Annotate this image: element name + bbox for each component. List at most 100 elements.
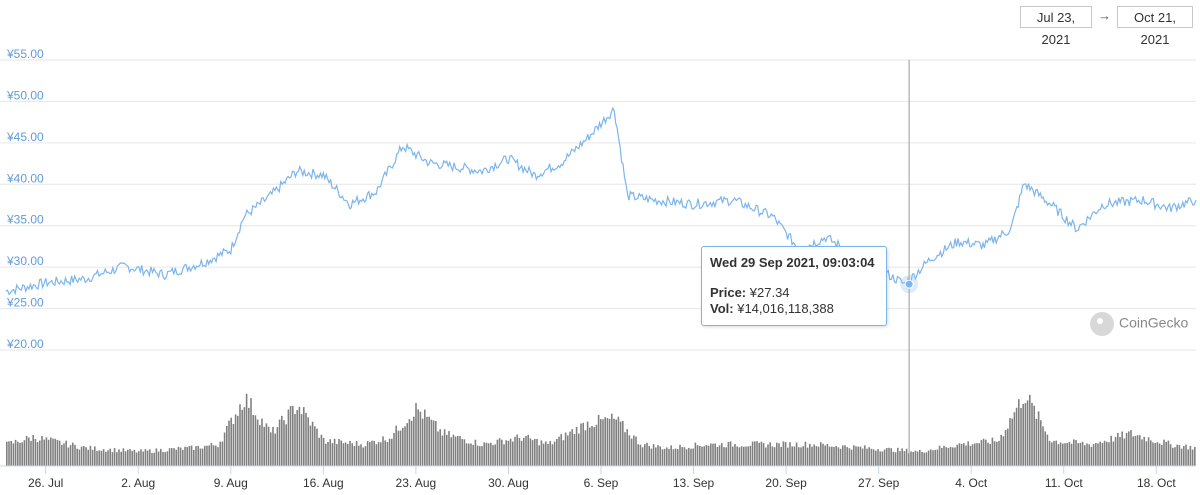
volume-bar [996, 441, 998, 466]
y-tick-label: ¥40.00 [6, 171, 44, 185]
volume-bar [1121, 431, 1123, 466]
volume-bar [881, 451, 884, 466]
volume-bar [914, 450, 917, 466]
volume-bar [50, 437, 52, 466]
volume-bar [287, 409, 290, 466]
volume-bar [1007, 428, 1009, 466]
volume-bar [14, 439, 17, 466]
x-tick-label: 30. Aug [488, 476, 529, 490]
volume-bar [342, 443, 345, 466]
volume-bar [591, 426, 593, 466]
volume-bar [349, 440, 351, 466]
volume-bar [536, 439, 538, 466]
volume-bar [1095, 443, 1097, 466]
volume-bar [659, 446, 661, 466]
volume-bar [430, 419, 433, 466]
volume-bar [754, 441, 756, 466]
volume-bar [1084, 445, 1086, 466]
volume-bar [542, 443, 545, 466]
volume-bar [663, 448, 666, 466]
volume-bar [560, 434, 562, 466]
volume-bar [1187, 449, 1189, 466]
volume-bar [421, 418, 424, 466]
volume-bar [439, 429, 441, 466]
volume-bar [1132, 436, 1134, 466]
volume-bar [595, 424, 598, 466]
volume-bar [738, 447, 741, 466]
volume-bar [23, 440, 26, 466]
volume-bar [344, 442, 347, 466]
volume-bar [569, 431, 571, 466]
hover-point [904, 279, 914, 289]
volume-bar [204, 445, 206, 466]
volume-bar [25, 435, 28, 466]
volume-bar [1051, 442, 1053, 466]
volume-bar [1053, 440, 1055, 466]
volume-bar [377, 442, 380, 466]
volume-bar [1145, 441, 1148, 466]
volume-bar [503, 444, 505, 466]
volume-bar [747, 446, 749, 466]
volume-bar [679, 444, 681, 466]
volume-bar [459, 436, 461, 466]
tooltip-vol-label: Vol: [710, 301, 734, 316]
volume-bar [355, 441, 358, 466]
volume-bar [850, 449, 853, 466]
volume-bar [710, 443, 712, 466]
volume-bar [402, 427, 404, 466]
date-range-end[interactable]: Oct 21, 2021 [1117, 6, 1193, 47]
volume-bar [234, 414, 237, 466]
volume-bar [223, 432, 226, 466]
volume-bar [140, 449, 142, 466]
volume-bar [1112, 441, 1115, 466]
volume-bar [74, 444, 76, 466]
volume-bar [956, 444, 958, 466]
volume-bar [47, 439, 50, 466]
volume-bar [934, 449, 936, 466]
volume-bar [1191, 449, 1194, 466]
volume-bar [265, 423, 268, 466]
volume-bar [945, 447, 947, 466]
volume-bar [505, 440, 507, 466]
volume-bar [516, 434, 518, 466]
date-range-start[interactable]: Jul 23, 2021 [1020, 6, 1092, 47]
volume-bar [690, 448, 692, 466]
volume-bar [1015, 407, 1018, 466]
y-tick-label: ¥35.00 [6, 213, 44, 227]
volume-bar [36, 442, 39, 466]
volume-bar [483, 442, 485, 466]
volume-bar [175, 449, 177, 466]
volume-bar [868, 447, 870, 466]
y-tick-label: ¥45.00 [6, 130, 44, 144]
volume-bar [32, 435, 34, 466]
volume-bar [699, 445, 701, 466]
volume-bar [758, 442, 760, 466]
volume-bar [619, 421, 622, 466]
volume-bar [208, 445, 210, 466]
volume-bar [182, 449, 184, 466]
volume-bar [448, 431, 450, 466]
volume-bar [28, 437, 30, 466]
volume-bar [897, 447, 899, 466]
volume-bar [602, 419, 604, 466]
volume-bar [525, 435, 527, 466]
volume-bar [135, 452, 138, 466]
volume-bar [811, 446, 813, 466]
volume-bar [252, 415, 254, 466]
volume-bar [1119, 437, 1121, 466]
volume-bar [1128, 431, 1130, 466]
volume-bar [1185, 444, 1187, 466]
volume-bar [219, 441, 221, 466]
volume-bar [21, 442, 23, 466]
volume-bar [228, 420, 230, 466]
volume-bar [1035, 418, 1038, 466]
volume-bar [188, 445, 191, 466]
volume-bar [186, 447, 188, 466]
volume-bar [1024, 403, 1027, 466]
volume-bar [725, 447, 727, 466]
volume-bar [221, 441, 224, 466]
volume-bar [494, 444, 496, 466]
volume-bar [853, 445, 855, 466]
volume-bar [316, 428, 318, 466]
